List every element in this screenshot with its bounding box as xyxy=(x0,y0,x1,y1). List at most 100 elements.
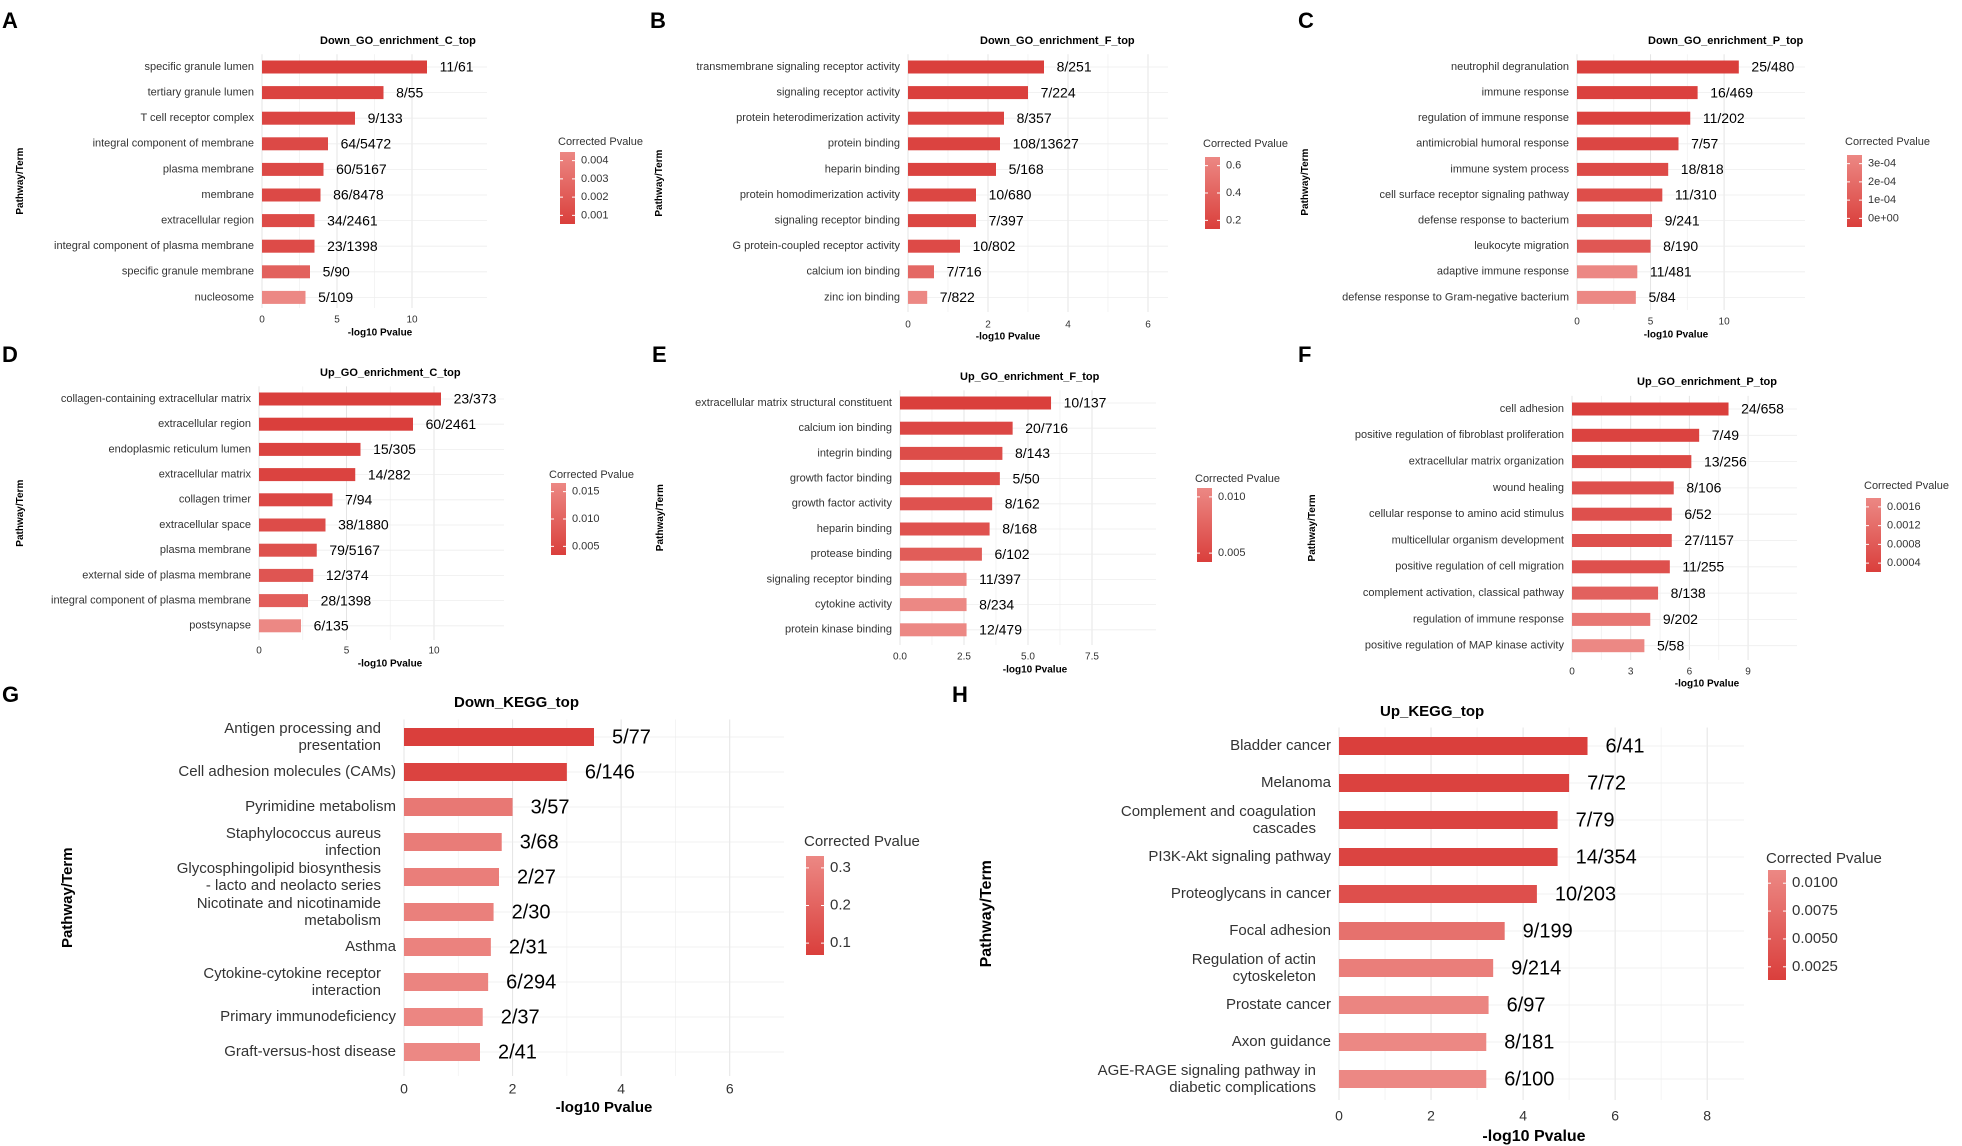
legend-tick-label: 0.1 xyxy=(830,934,851,951)
bar xyxy=(262,265,310,279)
legend-tick-label: 0.0100 xyxy=(1792,874,1838,891)
x-tick-label: 10 xyxy=(1719,317,1731,328)
bar xyxy=(1572,428,1700,442)
category-label: protease binding xyxy=(811,548,892,560)
bar xyxy=(908,137,1000,151)
legend: Corrected Pvalue 3e-04 2e-04 1e-04 0e+00 xyxy=(1845,136,1930,227)
category-label: Melanoma xyxy=(1261,774,1332,791)
legend: Corrected Pvalue 0.004 0.003 0.002 0.001 xyxy=(558,136,643,224)
category-label: antimicrobial humoral response xyxy=(1416,138,1569,150)
category-label: nucleosome xyxy=(195,291,254,303)
category-label: Axon guidance xyxy=(1232,1033,1331,1050)
panel-d: D Up_GO_enrichment_C_top Pathway/Term colla… xyxy=(2,342,634,670)
bar-count-label: 9/241 xyxy=(1665,212,1700,228)
bar xyxy=(900,421,1013,435)
category-label-line: metabolism xyxy=(304,912,381,929)
legend-tick-label: 0.0012 xyxy=(1887,520,1921,532)
category-label: Bladder cancer xyxy=(1230,737,1331,754)
category-label: multicellular organism development xyxy=(1392,534,1564,546)
bar-count-label: 38/1880 xyxy=(338,517,389,533)
category-label: specific granule lumen xyxy=(145,61,254,73)
category-label: protein kinase binding xyxy=(785,624,892,636)
legend-tick-label: 0e+00 xyxy=(1868,212,1899,224)
bar-count-label: 3/68 xyxy=(520,831,559,853)
legend: Corrected Pvalue 0.015 0.010 0.005 xyxy=(549,469,634,555)
legend-title: Corrected Pvalue xyxy=(549,469,634,481)
bar-count-label: 10/137 xyxy=(1064,395,1107,411)
category-label: extracellular matrix structural constitu… xyxy=(695,397,892,409)
category-label-line: Antigen processing and xyxy=(224,720,381,737)
y-axis-label: Pathway/Term xyxy=(15,147,26,214)
x-tick-label: 10 xyxy=(406,315,418,326)
legend-tick-label: 3e-04 xyxy=(1868,158,1896,170)
category-label-line: Glycosphingolipid biosynthesis xyxy=(177,860,381,877)
legend-tick-label: 0.005 xyxy=(1218,547,1246,559)
bar-count-label: 3/57 xyxy=(531,796,570,818)
legend-tick-label: 1e-04 xyxy=(1868,194,1896,206)
bar xyxy=(1577,239,1651,253)
category-label: regulation of immune response xyxy=(1418,112,1569,124)
bar-count-label: 8/357 xyxy=(1017,110,1052,126)
bar-count-label: 9/202 xyxy=(1663,611,1698,627)
bar xyxy=(1577,60,1739,74)
category-label: cytokine activity xyxy=(815,599,893,611)
legend-title: Corrected Pvalue xyxy=(1203,138,1288,150)
legend-colorbar xyxy=(806,856,824,955)
legend: Corrected Pvalue 0.010 0.005 xyxy=(1195,473,1280,562)
legend-tick-label: 0.2 xyxy=(830,896,851,913)
bar-count-label: 79/5167 xyxy=(329,542,380,558)
bar-count-label: 9/214 xyxy=(1511,957,1561,979)
panel-letter: A xyxy=(2,8,18,33)
bar xyxy=(259,619,301,633)
bar xyxy=(1339,848,1558,866)
y-axis-label: Pathway/Term xyxy=(1307,494,1318,561)
legend-colorbar xyxy=(1847,155,1862,227)
bar xyxy=(262,162,324,176)
bar xyxy=(404,833,502,851)
bar xyxy=(908,290,928,304)
bar xyxy=(1572,402,1729,416)
legend-title: Corrected Pvalue xyxy=(1766,850,1882,867)
category-label: Antigen processing and presentation xyxy=(224,720,381,754)
bar xyxy=(1339,774,1570,792)
bar xyxy=(259,543,317,557)
category-label-line: interaction xyxy=(312,982,381,999)
bar xyxy=(1339,885,1537,903)
category-label: calcium ion binding xyxy=(798,422,892,434)
bar-count-label: 8/234 xyxy=(979,596,1014,612)
bar-count-label: 5/58 xyxy=(1657,637,1684,653)
bar-count-label: 7/72 xyxy=(1587,772,1626,794)
bar xyxy=(259,493,333,507)
bar xyxy=(404,1043,480,1061)
y-axis-label: Pathway/Term xyxy=(654,149,665,216)
category-label: Cell adhesion molecules (CAMs) xyxy=(178,763,396,780)
x-tick-label: 0 xyxy=(400,1081,408,1097)
bar xyxy=(259,594,308,608)
x-tick-label: 5.0 xyxy=(1021,652,1035,663)
bar-count-label: 7/716 xyxy=(947,264,982,280)
x-tick-label: 0.0 xyxy=(893,652,907,663)
category-label: Cytokine-cytokine receptor interaction xyxy=(203,965,381,999)
bar-count-label: 9/199 xyxy=(1523,920,1573,942)
legend-tick-label: 0.015 xyxy=(572,486,600,498)
chart-title: Down_GO_enrichment_P_top xyxy=(1648,35,1804,47)
category-label: extracellular space xyxy=(159,519,251,531)
bar xyxy=(900,598,967,612)
bar-count-label: 8/181 xyxy=(1504,1031,1554,1053)
bar-count-label: 2/27 xyxy=(517,866,556,888)
y-axis-label: Pathway/Term xyxy=(1300,148,1311,215)
legend-tick-label: 0.002 xyxy=(581,191,609,203)
bar xyxy=(908,162,996,176)
category-label: Proteoglycans in cancer xyxy=(1171,885,1331,902)
bar-count-label: 10/802 xyxy=(973,238,1016,254)
bar xyxy=(262,86,384,100)
category-label-line: Cytokine-cytokine receptor xyxy=(203,965,381,982)
bar xyxy=(908,239,960,253)
bar-count-label: 7/224 xyxy=(1041,84,1076,100)
bar-count-label: 6/52 xyxy=(1684,506,1711,522)
category-label-line: infection xyxy=(325,842,381,859)
category-label: integral component of membrane xyxy=(93,138,254,150)
x-axis-label: -log10 Pvalue xyxy=(358,659,423,670)
legend-colorbar xyxy=(1197,488,1212,562)
x-tick-label: 6 xyxy=(1145,320,1151,331)
